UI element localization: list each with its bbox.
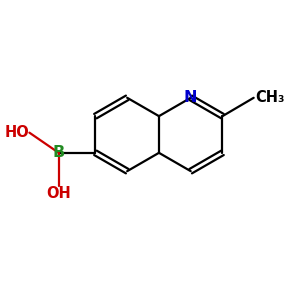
Text: HO: HO: [4, 125, 29, 140]
Text: OH: OH: [46, 186, 71, 201]
Text: N: N: [184, 90, 197, 105]
Text: B: B: [52, 145, 65, 160]
Text: CH₃: CH₃: [255, 90, 284, 105]
